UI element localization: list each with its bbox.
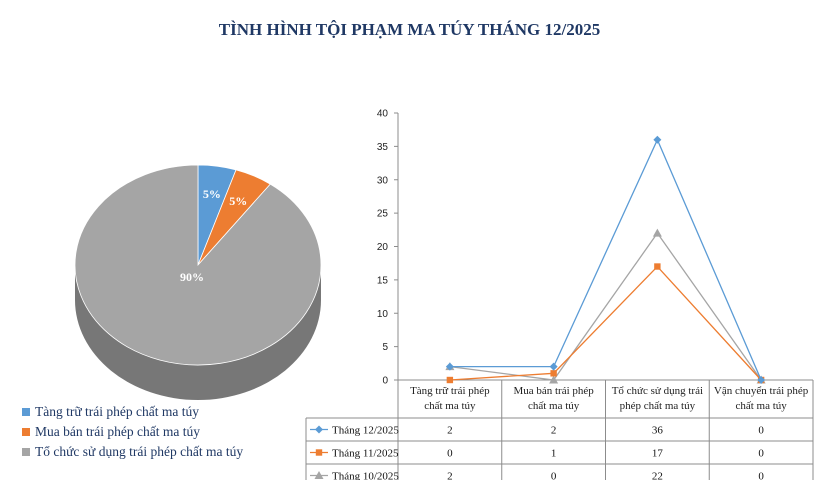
x-tick-label: chất ma túy — [528, 400, 580, 412]
table-cell: 0 — [758, 471, 764, 480]
series-line — [449, 138, 762, 381]
series-point — [445, 362, 454, 371]
y-tick-label: 25 — [377, 209, 389, 220]
table-cell: 22 — [652, 471, 663, 480]
x-tick-label: Tổ chức sử dụng trái — [612, 385, 703, 397]
table-series-name: Tháng 12/2025 — [332, 425, 399, 437]
x-tick-label: Tàng trữ trái phép — [410, 385, 490, 397]
x-tick-label: chất ma túy — [424, 400, 476, 412]
table-cell: 0 — [551, 471, 557, 480]
chart-title: TÌNH HÌNH TỘI PHẠM MA TÚY THÁNG 12/2025 — [218, 20, 601, 39]
pie-slice — [74, 164, 322, 366]
table-cell: 0 — [758, 425, 764, 437]
legend-swatch — [22, 448, 30, 456]
table-legend-marker — [315, 449, 323, 456]
y-tick-label: 0 — [382, 376, 388, 387]
series-line — [449, 265, 762, 381]
table-cell: 2 — [551, 425, 557, 437]
table-cell: 17 — [652, 448, 664, 460]
series-point — [446, 376, 454, 384]
pie-legend-item: Tàng trữ trái phép chất ma túy — [22, 402, 243, 422]
legend-label: Tổ chức sử dụng trái phép chất ma túy — [35, 444, 244, 459]
series-point — [654, 263, 661, 270]
table-cell: 2 — [447, 425, 453, 437]
pie-data-label: 5% — [229, 194, 247, 208]
legend-swatch — [22, 428, 30, 436]
series-point — [549, 375, 559, 384]
x-tick-label: chất ma túy — [735, 400, 787, 412]
table-legend-marker — [314, 471, 324, 479]
table-cell: 2 — [447, 471, 453, 480]
y-tick-label: 5 — [382, 342, 388, 353]
table-series-name: Tháng 11/2025 — [332, 448, 399, 460]
series-point — [652, 228, 662, 237]
legend-label: Mua bán trái phép chất ma túy — [35, 424, 200, 439]
y-tick-label: 40 — [377, 109, 389, 120]
y-tick-label: 20 — [377, 242, 389, 253]
table-cell: 36 — [652, 425, 664, 437]
pie-legend-item: Mua bán trái phép chất ma túy — [22, 422, 243, 442]
table-legend-marker — [315, 425, 323, 434]
series-point — [757, 376, 766, 384]
table-cell: 0 — [758, 448, 764, 460]
legend-swatch — [22, 408, 30, 416]
table-cell: 1 — [551, 448, 557, 460]
series-point — [549, 362, 558, 371]
pie-slice-side — [75, 265, 321, 400]
y-tick-label: 30 — [377, 175, 389, 186]
pie-legend: Tàng trữ trái phép chất ma túy Mua bán t… — [22, 402, 243, 462]
x-tick-label: phép chất ma túy — [620, 400, 696, 412]
table-series-name: Tháng 10/2025 — [332, 471, 399, 480]
series-line — [449, 232, 762, 381]
y-tick-label: 10 — [377, 309, 389, 320]
table-cell: 0 — [447, 448, 453, 460]
pie-legend-item: Tổ chức sử dụng trái phép chất ma túy — [22, 442, 243, 462]
x-tick-label: Vận chuyển trái phép — [714, 385, 809, 397]
y-tick-label: 35 — [377, 142, 389, 153]
series-point — [653, 135, 662, 144]
pie-data-label: 90% — [180, 270, 204, 284]
legend-label: Tàng trữ trái phép chất ma túy — [35, 404, 200, 419]
pie-data-label: 5% — [203, 187, 221, 201]
y-tick-label: 15 — [377, 275, 389, 286]
x-tick-label: Mua bán trái phép — [513, 385, 594, 397]
series-point — [550, 370, 557, 377]
